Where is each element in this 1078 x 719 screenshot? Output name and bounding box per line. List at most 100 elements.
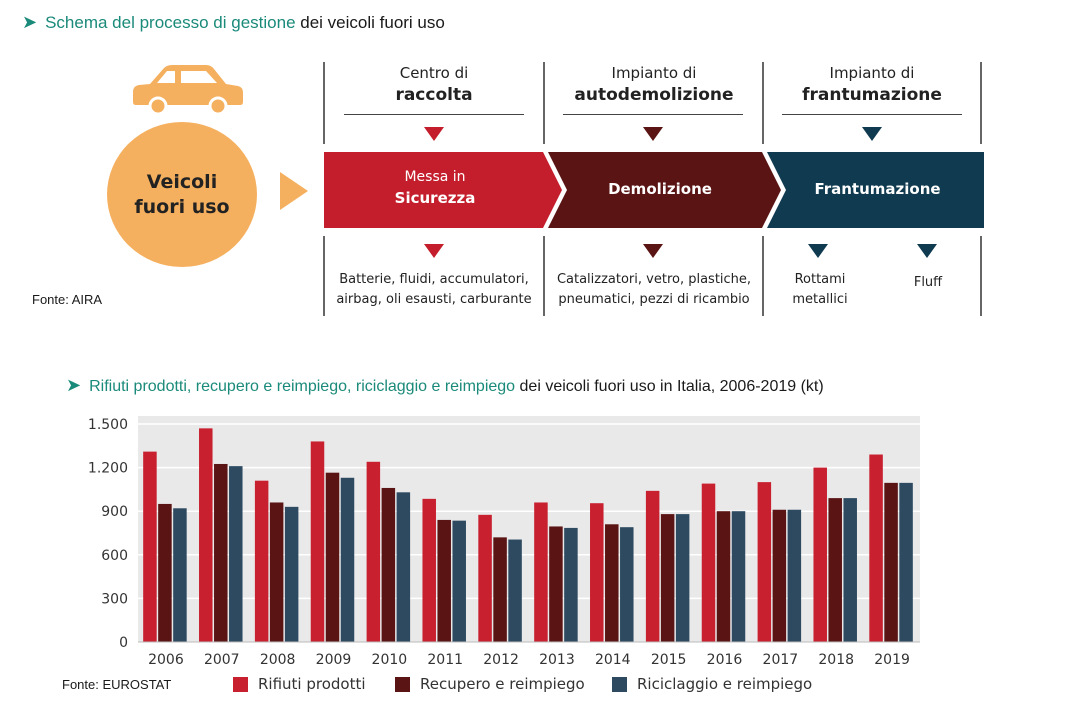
chart-title-highlight: Rifiuti prodotti, recupero e reimpiego, …: [89, 378, 516, 395]
x-tick-label: 2017: [763, 652, 799, 668]
flow-label-line2: Demolizione: [608, 180, 712, 198]
bar-recupero-e-reimpiego-2014: [605, 524, 619, 642]
bar-recupero-e-reimpiego-2009: [325, 472, 340, 642]
bar-riciclaggio-e-reimpiego-2018: [843, 498, 857, 642]
triangle-down-icon: [643, 127, 663, 141]
bar-recupero-e-reimpiego-2019: [884, 482, 898, 642]
column-header-shredding: Impianto di frantumazione: [764, 63, 980, 108]
bar-riciclaggio-e-reimpiego-2013: [564, 527, 578, 642]
triangle-down-icon: [643, 244, 663, 258]
column-divider: [543, 62, 545, 144]
column-divider: [323, 236, 325, 316]
header-underline: [782, 114, 962, 115]
flow-step-dismantling: [548, 152, 781, 228]
triangle-down-icon: [808, 244, 828, 258]
diagram-source: Fonte: AIRA: [32, 292, 103, 307]
y-tick-label: 600: [101, 548, 128, 564]
flow-label-securing: Messa in Sicurezza: [330, 168, 540, 209]
bar-recupero-e-reimpiego-2012: [493, 537, 507, 642]
bar-riciclaggio-e-reimpiego-2012: [508, 539, 522, 642]
bar-rifiuti-prodotti-2009: [310, 441, 325, 642]
output-line: airbag, oli esausti, carburante: [336, 291, 532, 307]
bar-rifiuti-prodotti-2017: [757, 482, 772, 642]
flow-label-line2: Frantumazione: [814, 180, 941, 198]
x-tick-label: 2006: [148, 652, 184, 668]
bar-riciclaggio-e-reimpiego-2017: [787, 509, 802, 642]
bar-rifiuti-prodotti-2006: [143, 451, 157, 642]
bar-recupero-e-reimpiego-2010: [381, 487, 396, 642]
x-tick-label: 2014: [595, 652, 631, 668]
x-tick-label: 2008: [260, 652, 296, 668]
output-line: Fluff: [913, 275, 943, 290]
column-header-bold: raccolta: [395, 85, 473, 105]
legend-label: Riciclaggio e reimpiego: [637, 675, 813, 693]
output-fluff: Fluff: [893, 273, 963, 293]
bar-recupero-e-reimpiego-2013: [549, 526, 563, 642]
bar-riciclaggio-e-reimpiego-2006: [173, 508, 187, 642]
legend-swatch: [612, 676, 627, 692]
column-divider: [980, 62, 982, 144]
triangle-down-icon: [424, 127, 444, 141]
bar-rifiuti-prodotti-2016: [701, 483, 716, 642]
x-tick-label: 2012: [483, 652, 519, 668]
flow-step-shredding: [767, 152, 984, 228]
diagram-title: ➤ Schema del processo di gestione dei vei…: [22, 12, 445, 33]
bar-recupero-e-reimpiego-2008: [269, 502, 284, 642]
bar-riciclaggio-e-reimpiego-2015: [675, 514, 690, 642]
column-divider: [762, 236, 764, 316]
chart-source: Fonte: EUROSTAT: [62, 677, 172, 692]
play-triangle-icon: [280, 172, 308, 210]
flow-label-dismantling: Demolizione: [560, 179, 760, 200]
bar-recupero-e-reimpiego-2018: [828, 498, 842, 642]
bar-recupero-e-reimpiego-2007: [214, 463, 228, 642]
bar-recupero-e-reimpiego-2015: [660, 514, 675, 642]
column-header-normal: Impianto di: [611, 64, 697, 82]
bar-riciclaggio-e-reimpiego-2014: [620, 527, 634, 642]
bar-rifiuti-prodotti-2019: [869, 454, 883, 642]
x-tick-label: 2007: [204, 652, 240, 668]
bar-recupero-e-reimpiego-2011: [437, 519, 451, 642]
output-dismantling: Catalizzatori, vetro, plastiche, pneumat…: [545, 270, 763, 309]
bar-rifiuti-prodotti-2007: [199, 428, 213, 642]
car-icon: [133, 65, 243, 114]
legend-swatch: [395, 676, 410, 692]
triangle-down-icon: [917, 244, 937, 258]
triangle-down-icon: [862, 127, 882, 141]
circle-label-line1: Veicoli: [146, 170, 218, 193]
output-line: pneumatici, pezzi di ricambio: [558, 291, 750, 307]
column-divider: [762, 62, 764, 144]
bar-rifiuti-prodotti-2012: [478, 514, 492, 642]
triangle-down-icon: [424, 244, 444, 258]
legend-swatch: [233, 676, 248, 692]
bar-riciclaggio-e-reimpiego-2011: [452, 520, 466, 642]
x-tick-label: 2019: [874, 652, 910, 668]
bar-rifiuti-prodotti-2008: [254, 480, 269, 642]
legend-label: Rifiuti prodotti: [258, 675, 366, 693]
column-header-normal: Impianto di: [829, 64, 915, 82]
header-underline: [563, 114, 743, 115]
x-tick-label: 2011: [427, 652, 463, 668]
bar-rifiuti-prodotti-2013: [534, 502, 548, 642]
end-of-life-vehicles-circle: Veicoli fuori uso: [107, 122, 257, 267]
y-tick-label: 0: [119, 635, 128, 651]
output-line: Catalizzatori, vetro, plastiche,: [556, 272, 752, 287]
arrow-right-icon: ➤: [66, 375, 82, 395]
header-underline: [344, 114, 524, 115]
bar-riciclaggio-e-reimpiego-2007: [229, 466, 243, 642]
output-line: metallici: [792, 291, 848, 307]
legend-item: Riciclaggio e reimpiego: [612, 675, 812, 693]
bar-rifiuti-prodotti-2018: [813, 467, 827, 642]
bar-recupero-e-reimpiego-2006: [158, 503, 172, 642]
y-tick-label: 900: [101, 504, 128, 520]
x-tick-label: 2013: [539, 652, 575, 668]
x-tick-label: 2016: [707, 652, 743, 668]
legend-label: Recupero e reimpiego: [420, 675, 585, 693]
y-tick-label: 1.200: [88, 461, 128, 477]
x-tick-label: 2010: [372, 652, 408, 668]
column-divider: [543, 236, 545, 316]
x-tick-label: 2009: [316, 652, 352, 668]
flow-label-line1: Messa in: [404, 169, 466, 185]
bar-riciclaggio-e-reimpiego-2019: [899, 482, 913, 642]
column-divider: [980, 236, 982, 316]
bar-riciclaggio-e-reimpiego-2009: [340, 477, 355, 642]
